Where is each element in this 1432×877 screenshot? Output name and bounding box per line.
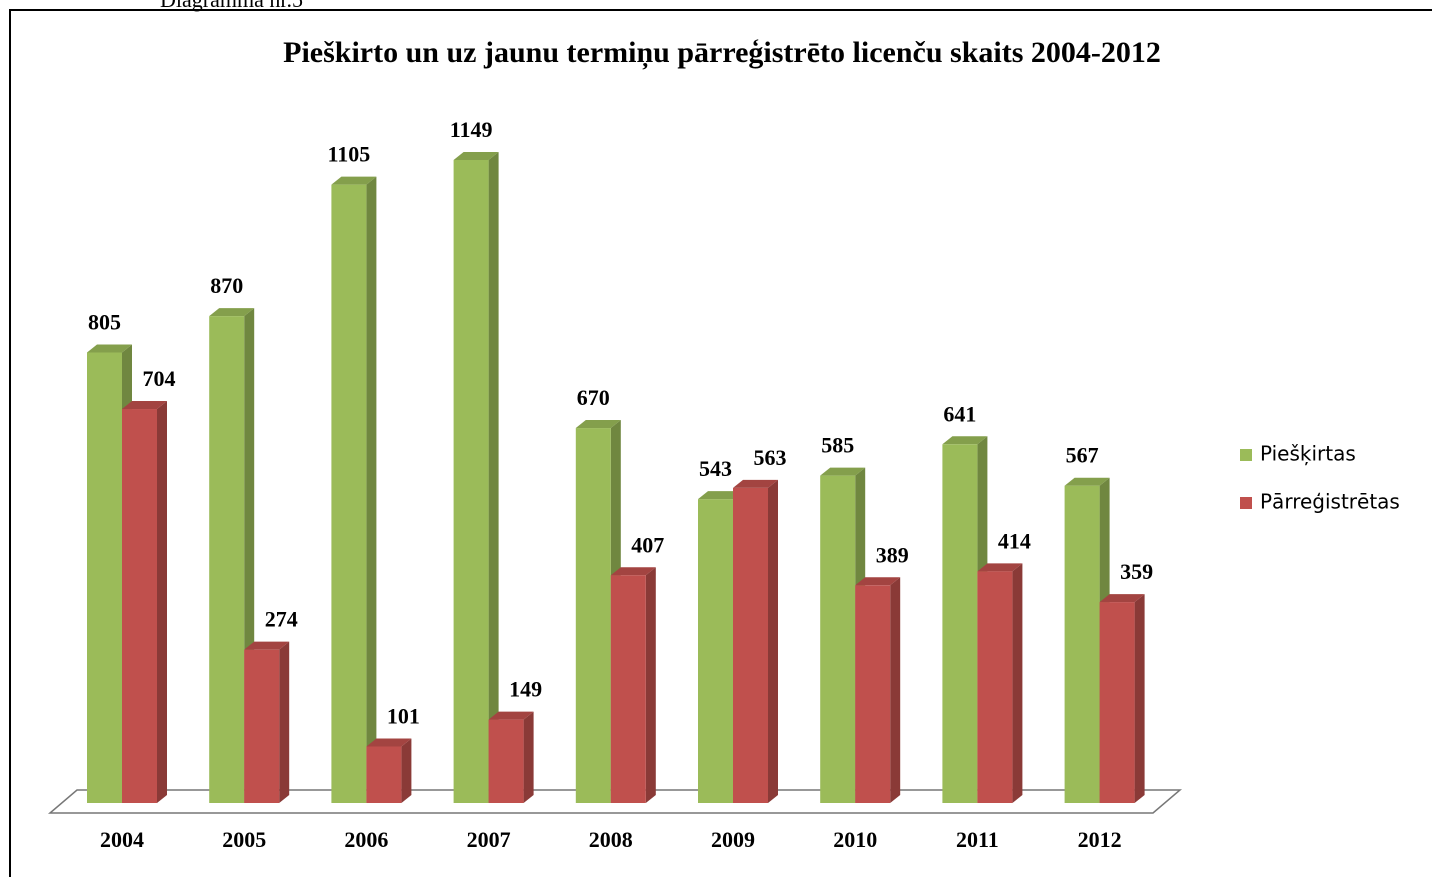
bar-top xyxy=(366,738,412,747)
data-label: 585 xyxy=(821,433,854,458)
bar-top xyxy=(942,436,988,445)
bar xyxy=(488,719,524,803)
bar xyxy=(209,316,245,803)
x-tick-label: 2010 xyxy=(833,827,877,852)
x-tick-label: 2011 xyxy=(956,827,999,852)
bar xyxy=(87,352,122,803)
bar xyxy=(942,444,978,803)
data-label: 1149 xyxy=(450,117,493,142)
bar-top xyxy=(1099,594,1145,603)
data-label: 641 xyxy=(943,401,976,426)
bar-side xyxy=(768,479,778,803)
bar-top xyxy=(733,479,778,488)
bar-side xyxy=(157,401,167,803)
data-label: 563 xyxy=(754,445,787,470)
bar-side xyxy=(279,641,290,803)
bar xyxy=(575,428,611,803)
x-tick-label: 2007 xyxy=(467,827,511,852)
bar-top xyxy=(1064,477,1110,486)
data-label: 414 xyxy=(998,528,1031,553)
caption: Diagramma nr.5 xyxy=(160,0,303,12)
x-tick-label: 2008 xyxy=(589,827,633,852)
data-label: 704 xyxy=(143,366,176,391)
bar-top xyxy=(820,467,866,476)
bar-top xyxy=(453,152,499,160)
bar xyxy=(698,499,733,803)
data-label: 389 xyxy=(876,542,909,567)
data-label: 149 xyxy=(509,677,542,702)
bar-side xyxy=(366,176,377,803)
bar-top xyxy=(122,401,167,410)
legend-swatch xyxy=(1240,449,1252,461)
legend-label: Pārreģistrētas xyxy=(1260,490,1400,514)
x-tick-label: 2005 xyxy=(222,827,266,852)
bar xyxy=(820,475,856,803)
x-tick-label: 2012 xyxy=(1078,827,1122,852)
data-label: 567 xyxy=(1066,443,1099,468)
bar-side xyxy=(1134,594,1145,803)
bar-side xyxy=(523,711,534,803)
legend-swatch xyxy=(1240,497,1252,509)
data-label: 543 xyxy=(699,456,732,481)
data-label: 274 xyxy=(265,607,298,632)
bar-side xyxy=(488,152,499,803)
data-label: 407 xyxy=(631,532,664,557)
bar-top xyxy=(209,308,255,317)
data-label: 870 xyxy=(210,273,243,298)
data-label: 359 xyxy=(1120,559,1153,584)
x-tick-label: 2004 xyxy=(100,827,144,852)
data-label: 670 xyxy=(577,385,610,410)
bar-side xyxy=(645,567,656,803)
bar xyxy=(610,575,646,803)
bar xyxy=(733,487,768,803)
bar-top xyxy=(575,420,621,429)
bar-top xyxy=(977,563,1023,572)
bar xyxy=(1064,485,1100,803)
bar-side xyxy=(401,738,412,803)
bar xyxy=(1099,602,1135,803)
bar xyxy=(366,746,402,803)
x-tick-label: 2006 xyxy=(344,827,388,852)
data-label: 101 xyxy=(387,704,420,729)
bar-top xyxy=(488,711,534,720)
bar-top xyxy=(698,491,743,500)
bar xyxy=(331,184,367,803)
bar xyxy=(855,585,891,803)
legend-label: Piešķirtas xyxy=(1260,442,1356,466)
bar-top xyxy=(244,641,290,650)
x-tick-label: 2009 xyxy=(711,827,755,852)
bar xyxy=(122,409,157,803)
data-label: 805 xyxy=(88,310,121,335)
bar-top xyxy=(331,176,377,185)
bar-top xyxy=(610,567,656,576)
bar-top xyxy=(87,344,132,353)
data-label: 1105 xyxy=(328,142,371,167)
bar-side xyxy=(1012,563,1023,803)
bar xyxy=(453,160,489,803)
bar xyxy=(244,649,280,803)
bar xyxy=(977,571,1013,803)
bar-top xyxy=(855,577,901,586)
chart-title: Pieškirto un uz jaunu termiņu pārreģistr… xyxy=(283,36,1161,70)
bar-side xyxy=(890,577,901,803)
